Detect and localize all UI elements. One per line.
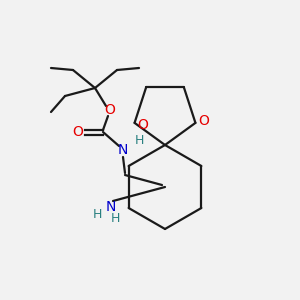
Text: N: N	[118, 143, 128, 157]
Text: H: H	[110, 212, 120, 226]
Text: O: O	[198, 114, 209, 128]
Text: H: H	[134, 134, 144, 146]
Text: N: N	[106, 200, 116, 214]
Text: O: O	[137, 118, 148, 132]
Text: O: O	[73, 125, 83, 139]
Text: O: O	[105, 103, 116, 117]
Text: H: H	[92, 208, 102, 221]
